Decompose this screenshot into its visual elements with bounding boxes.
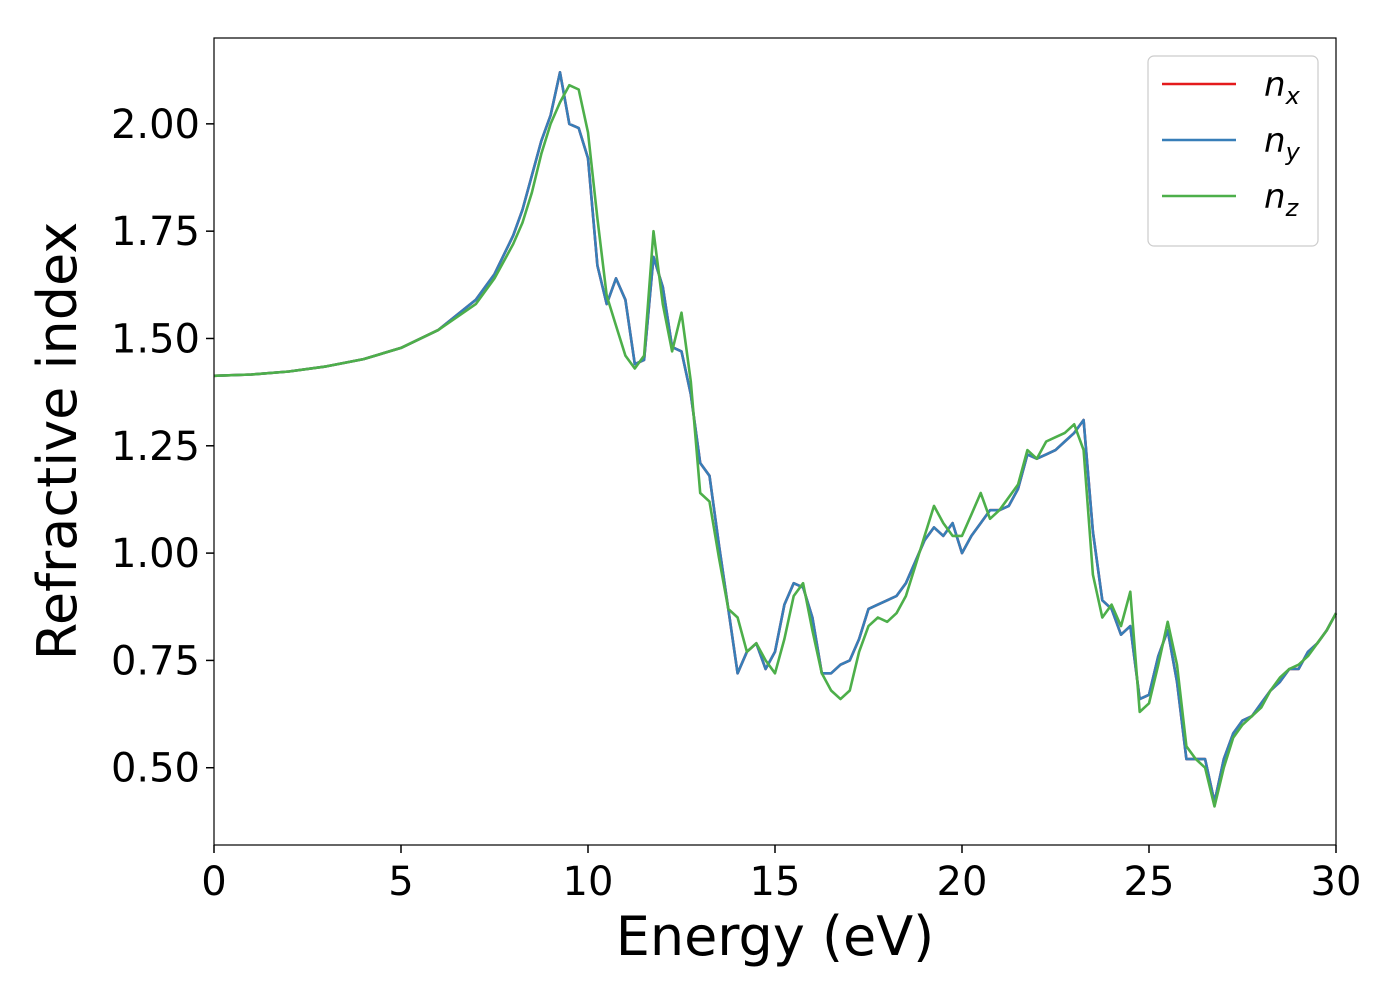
y-tick-label: 1.75 (111, 209, 200, 255)
legend-label: ny (1264, 121, 1301, 166)
x-tick-label: 5 (388, 859, 413, 905)
y-tick-label: 2.00 (111, 102, 200, 148)
series-line (213, 83, 1338, 808)
x-tick-label: 30 (1311, 859, 1362, 905)
y-tick-label: 0.50 (111, 746, 200, 792)
y-tick-label: 1.50 (111, 316, 200, 362)
x-tick-label: 15 (750, 859, 801, 905)
legend-label-sub: z (1285, 194, 1300, 222)
x-tick-label: 0 (201, 859, 226, 905)
x-tick-label: 10 (563, 859, 614, 905)
y-tick-label: 0.75 (111, 638, 200, 684)
legend-box (1147, 55, 1319, 247)
legend-label-main: n (1264, 177, 1286, 217)
legend-label: nz (1264, 177, 1300, 222)
y-tick-label: 1.00 (111, 531, 200, 577)
x-axis-label: Energy (eV) (616, 905, 935, 968)
y-axis-label: Refractive index (26, 222, 89, 661)
legend-label-main: n (1264, 121, 1286, 161)
plot-frame (213, 37, 1337, 846)
legend-label: nx (1264, 65, 1301, 110)
x-tick-label: 20 (937, 859, 988, 905)
series-line (213, 71, 1338, 804)
legend-label-sub: y (1285, 138, 1301, 166)
y-tick-label: 1.25 (111, 424, 200, 470)
x-tick-label: 25 (1124, 859, 1175, 905)
legend-label-main: n (1264, 65, 1286, 105)
legend-label-sub: x (1285, 82, 1301, 110)
